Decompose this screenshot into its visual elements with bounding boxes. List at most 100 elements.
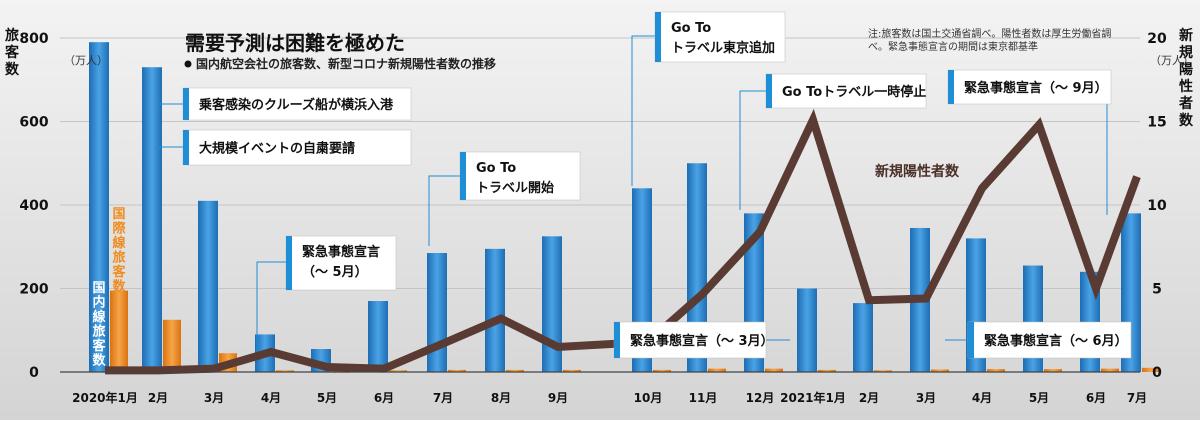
callout-text: Go To [476, 161, 516, 176]
x-tick-label: 2月 [859, 391, 879, 405]
bar-international [110, 290, 128, 372]
domestic-label-char: 線 [92, 309, 106, 325]
x-tick-label: 5月 [1029, 391, 1049, 405]
bar-domestic [198, 200, 218, 372]
x-tick-label: 4月 [972, 391, 992, 405]
callout: Go Toトラベル一時停止 [765, 73, 927, 109]
x-tick-label: 9月 [548, 391, 568, 405]
callout-leader [631, 35, 655, 186]
callout-text: 緊急事態宣言 [302, 244, 380, 260]
callout-leader [256, 261, 286, 358]
left-axis-tick-label: 600 [19, 115, 48, 131]
right-axis-tick-label: 5 [1152, 282, 1162, 298]
right-axis-tick-label: 0 [1152, 365, 1162, 381]
callout-leader [739, 90, 766, 210]
callout-box [654, 11, 786, 63]
domestic-label-char: 国 [92, 281, 105, 296]
domestic-label-char: 客 [92, 338, 106, 354]
x-tick-label: 7月 [433, 391, 453, 405]
callout: 緊急事態宣言（～ 3月） [613, 321, 774, 359]
callout: Go To トラベル開始 [459, 151, 581, 201]
callout: Go To トラベル東京追加 [654, 11, 786, 63]
bar-domestic [485, 248, 505, 372]
left-axis-tick-label: 400 [19, 198, 48, 214]
callout-accent [460, 152, 466, 200]
callout-text: トラベル開始 [476, 180, 554, 196]
bar-domestic [853, 303, 873, 372]
callout-accent [614, 322, 620, 358]
callout-accent [766, 74, 772, 108]
bar-international [1101, 368, 1119, 372]
bar-domestic [368, 301, 388, 372]
callout-text: 緊急事態宣言（～ 9月） [964, 80, 1108, 96]
positives-series-label: 新規陽性者数 [875, 163, 960, 180]
grid [60, 37, 1140, 289]
right-axis-unit: （万人） [1150, 54, 1194, 67]
bar-international [448, 369, 466, 372]
x-tick-label: 6月 [1086, 391, 1106, 405]
left-axis-tick-label: 200 [19, 282, 48, 298]
callout-text: Go To [671, 21, 711, 36]
international-label-char: 際 [112, 221, 126, 237]
left-axis-tick-label: 0 [29, 365, 39, 381]
right-axis-label-char: 数 [1179, 112, 1194, 129]
right-axis-tick-label: 15 [1147, 115, 1166, 131]
left-axis-tick-label: 800 [19, 31, 48, 47]
callout: 緊急事態宣言（～ 6月） [967, 321, 1132, 359]
bar-international [163, 319, 181, 372]
right-axis-label-char: 規 [1179, 45, 1193, 61]
bar-domestic [427, 253, 447, 372]
chart-subtitle: 国内航空会社の旅客数、新型コロナ新規陽性者数の推移 [196, 56, 496, 71]
right-axis-tick-label: 20 [1147, 31, 1167, 47]
callout-accent [183, 130, 189, 165]
x-tick-label: 6月 [374, 391, 394, 405]
callout-text: 緊急事態宣言（～ 3月） [630, 333, 774, 349]
callout-text: 緊急事態宣言（～ 6月） [984, 333, 1128, 349]
bar-domestic [142, 67, 162, 372]
callout-text: Go Toトラベル一時停止 [782, 84, 926, 100]
callout-leader [428, 175, 460, 246]
bar-international [874, 370, 892, 373]
x-tick-label: 10月 [634, 391, 663, 405]
callout-box [613, 321, 767, 359]
right-axis-tick-label: 10 [1147, 198, 1167, 214]
left-axis-label-char: 数 [5, 61, 20, 78]
bar-international [818, 369, 836, 372]
bar-international [708, 368, 726, 372]
callout-text: 乗客感染のクルーズ船が横浜入港 [198, 97, 394, 113]
bar-international [987, 369, 1005, 372]
bar-international [1142, 367, 1160, 372]
subtitle-bullet [184, 60, 192, 68]
note-line-2: べ。緊急事態宣言の期間は東京都基準 [868, 40, 1038, 53]
callout-accent [286, 236, 292, 290]
domestic-label-char: 内 [92, 295, 105, 311]
bar-international [276, 370, 294, 373]
x-tick-label: 2021年1月 [780, 390, 846, 405]
international-label-char: 線 [112, 235, 126, 251]
right-axis-label-char: 新 [1179, 27, 1193, 44]
bar-domestic [542, 236, 562, 372]
callout: 大規模イベントの自粛要請 [182, 129, 412, 166]
bar-international [1044, 369, 1062, 372]
callout: 乗客感染のクルーズ船が横浜入港 [182, 87, 412, 121]
callout-text: （～ 5月） [302, 264, 368, 280]
x-tick-label: 11月 [689, 391, 718, 405]
bar-international [506, 369, 524, 372]
callout-box [967, 321, 1132, 359]
x-tick-label: 2月 [148, 391, 168, 405]
x-tick-label: 12月 [746, 391, 775, 405]
right-axis-label-char: 者 [1179, 96, 1193, 112]
callout-text: トラベル東京追加 [671, 40, 775, 56]
bar-domestic [89, 42, 109, 373]
x-tick-label: 7月 [1127, 391, 1147, 405]
domestic-label-char: 旅 [92, 324, 105, 340]
callout-accent [968, 322, 974, 358]
international-label-char: 客 [112, 264, 126, 280]
x-tick-label: 2020年1月 [72, 390, 138, 405]
callout-text: 大規模イベントの自粛要請 [199, 141, 355, 157]
bar-international [563, 369, 581, 372]
callout-box [765, 73, 927, 109]
